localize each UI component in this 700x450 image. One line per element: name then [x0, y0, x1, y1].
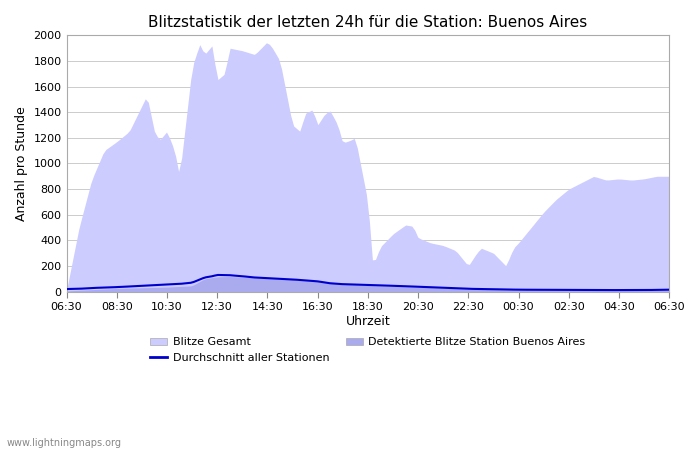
Y-axis label: Anzahl pro Stunde: Anzahl pro Stunde — [15, 106, 28, 221]
X-axis label: Uhrzeit: Uhrzeit — [346, 315, 390, 328]
Text: www.lightningmaps.org: www.lightningmaps.org — [7, 438, 122, 448]
Legend: Blitze Gesamt, Durchschnitt aller Stationen, Detektierte Blitze Station Buenos A: Blitze Gesamt, Durchschnitt aller Statio… — [150, 338, 585, 363]
Title: Blitzstatistik der letzten 24h für die Station: Buenos Aires: Blitzstatistik der letzten 24h für die S… — [148, 15, 587, 30]
